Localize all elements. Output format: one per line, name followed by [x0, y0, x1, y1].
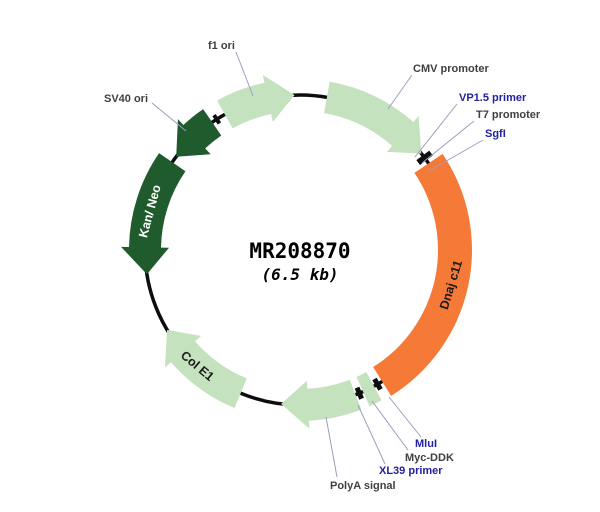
leader-line-xl39-primer: [357, 404, 386, 465]
leader-line-cmv-promoter: [387, 74, 413, 110]
leader-line-t7-promoter: [421, 120, 475, 164]
label-myc-ddk: Myc-DDK: [405, 452, 454, 464]
tick-f1-sv40-junction: [212, 113, 222, 125]
segments-layer: [121, 74, 472, 429]
segment-kan-neo: [121, 153, 186, 275]
leader-line-polya-signal: [325, 416, 338, 478]
label-polya-signal: PolyA signal: [330, 480, 396, 492]
tick-sgfi-site: [416, 150, 433, 165]
segment-polya-arc: [281, 379, 362, 429]
segment-col-e1: [164, 329, 247, 408]
label-sv40-ori: SV40 ori: [104, 93, 148, 105]
segment-dnaj-c11: [373, 153, 472, 396]
label-t7-promoter: T7 promoter: [476, 109, 541, 121]
segment-cmv-promoter: [324, 81, 422, 154]
leader-line-myc-ddk: [371, 400, 409, 451]
tick-mlui-site: [372, 377, 383, 391]
label-sgfi: SgfI: [485, 128, 506, 140]
plasmid-title: MR208870: [249, 239, 350, 263]
label-mlui: MluI: [415, 438, 437, 450]
plasmid-size-label: (6.5 kb): [261, 265, 338, 284]
leader-line-sgfi: [428, 139, 484, 172]
label-xl39-primer: XL39 primer: [379, 465, 443, 477]
label-vp15-primer: VP1.5 primer: [459, 92, 527, 104]
leader-line-mlui: [388, 396, 422, 438]
leader-line-sv40-ori: [151, 102, 187, 132]
tick-xl39-site: [354, 386, 364, 400]
segment-sv40-ori: [176, 109, 222, 157]
callouts-layer: f1 ori SV40 ori CMV promoter VP1.5 primer T7…: [104, 40, 541, 492]
label-cmv-promoter: CMV promoter: [413, 63, 490, 75]
ticks-layer: [212, 113, 433, 400]
segment-f1-ori: [217, 74, 295, 129]
leader-line-f1-ori: [235, 51, 254, 97]
leader-line-vp15-primer: [414, 103, 458, 158]
label-f1-ori: f1 ori: [208, 40, 235, 52]
segment-myc-ddk-tag: [356, 372, 382, 407]
